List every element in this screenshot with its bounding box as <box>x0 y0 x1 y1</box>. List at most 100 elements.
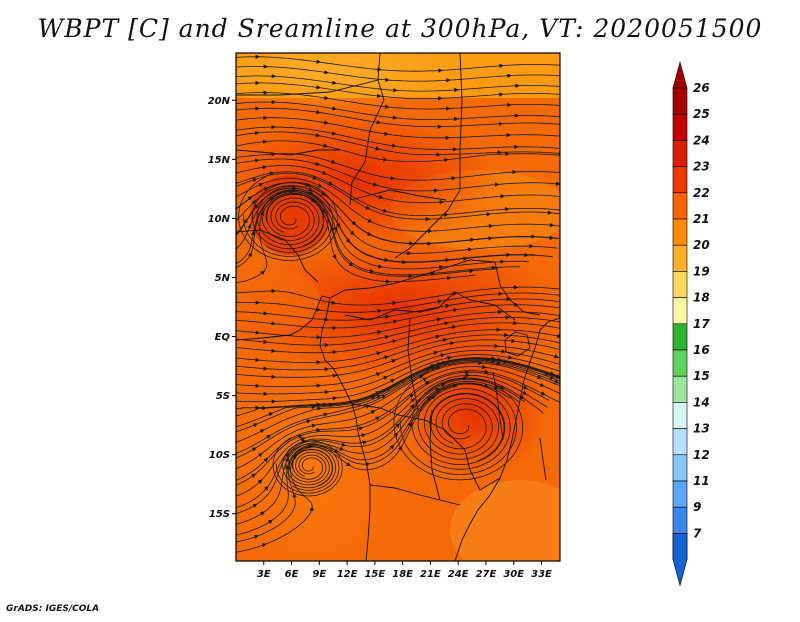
streamline-arrow <box>549 375 555 380</box>
streamline-arrow <box>407 251 412 256</box>
streamline-arrow <box>436 152 441 157</box>
streamline-arrow <box>506 132 512 138</box>
streamline-arrow <box>426 396 432 401</box>
streamline-arrow <box>478 360 483 366</box>
streamline-arrow <box>292 454 298 459</box>
streamline-arrow <box>554 379 560 384</box>
streamline-arrow <box>568 74 573 78</box>
streamline-arrow <box>361 433 367 438</box>
streamline-arrow <box>300 437 306 442</box>
streamline <box>236 311 560 338</box>
colorbar-segment <box>672 349 688 377</box>
streamline-arrow <box>383 376 389 380</box>
streamline <box>236 349 560 395</box>
lat-tick-label: 15S <box>209 509 230 520</box>
streamline-arrow <box>531 234 536 239</box>
streamline-arrow <box>390 176 396 181</box>
streamline-arrow <box>439 265 444 270</box>
streamline-arrow <box>514 302 519 307</box>
streamline-arrow <box>465 370 470 375</box>
lon-tick-label: 33E <box>531 569 552 580</box>
streamline <box>236 329 560 363</box>
colorbar-segment <box>672 297 688 325</box>
streamline <box>236 171 560 217</box>
streamline-arrow <box>263 457 269 463</box>
streamline-arrow <box>498 121 504 126</box>
streamline <box>236 172 560 220</box>
streamline-arrow <box>568 104 573 108</box>
streamline-arrow <box>540 391 546 396</box>
colorbar-segment <box>672 506 688 534</box>
streamline-arrow <box>324 367 330 372</box>
streamline-arrow <box>384 257 389 262</box>
streamline-arrow <box>555 181 560 186</box>
streamline <box>236 357 560 410</box>
colorbar-label: 25 <box>693 107 710 121</box>
streamline-arrow <box>427 241 433 246</box>
streamline-arrow <box>385 77 390 82</box>
streamline-arrow <box>556 333 560 339</box>
streamline <box>236 191 498 277</box>
streamline-arrow <box>369 268 375 274</box>
streamline-arrow <box>444 321 450 326</box>
chart-title: WBPT [C] and Sreamline at 300hPa, VT: 20… <box>37 14 763 43</box>
streamline-arrow <box>498 291 503 296</box>
streamline-arrow <box>255 80 261 86</box>
streamline-arrow <box>567 301 572 305</box>
streamline-arrow <box>306 419 312 424</box>
streamline-arrow <box>398 445 403 451</box>
streamline-arrow <box>339 446 345 451</box>
boundary-14 <box>369 484 461 506</box>
streamline <box>236 131 560 156</box>
vortex-spiral <box>292 449 333 487</box>
colorbar-segment <box>672 218 688 246</box>
streamline-arrow <box>376 120 382 125</box>
streamline-arrow <box>500 194 506 199</box>
streamline-arrow <box>367 218 373 223</box>
streamline-arrow <box>316 427 321 433</box>
lon-tick-label: 3E <box>257 569 271 580</box>
lon-tick-label: 21E <box>420 569 441 580</box>
lon-tick-label: 6E <box>285 569 299 580</box>
streamline-arrow <box>291 187 297 192</box>
streamline-arrow <box>481 364 487 370</box>
streamline-arrow <box>252 177 258 183</box>
streamline-arrow <box>434 388 440 393</box>
streamline-arrow <box>439 199 445 205</box>
streamline-arrow <box>260 511 265 516</box>
streamline-arrow <box>267 519 273 525</box>
streamline-arrow <box>336 222 341 228</box>
streamline-arrow <box>271 74 277 79</box>
streamline-arrow <box>562 195 567 199</box>
streamline-arrow <box>499 92 504 97</box>
colorbar-segment <box>672 166 688 194</box>
streamline-arrow <box>493 385 499 390</box>
streamline-arrow <box>507 73 512 78</box>
streamline <box>236 117 560 139</box>
vortex-layer <box>238 176 524 497</box>
colorbar: 26 25 24 23 22 21 20 19 18 17 16 15 14 13 12 11 9 7 <box>672 60 710 587</box>
streamline-arrow <box>568 135 573 139</box>
streamline-arrow <box>316 109 321 115</box>
colorbar-segment <box>672 375 688 403</box>
streamline-arrow <box>529 244 534 249</box>
streamline-arrow <box>507 355 513 360</box>
streamline-arrow <box>442 337 448 343</box>
colorbar-label: 23 <box>693 160 710 174</box>
streamline-arrow <box>544 371 550 376</box>
streamline <box>236 380 519 525</box>
streamline-arrow <box>332 106 337 111</box>
streamline-arrow <box>497 150 503 155</box>
streamline-arrow <box>264 485 269 491</box>
streamline-arrow <box>332 80 337 85</box>
colorbar-label: 24 <box>693 133 710 147</box>
lat-tick-label: 5N <box>215 273 231 284</box>
lon-tick-label: 12E <box>337 569 358 580</box>
streamline-arrow <box>444 157 449 163</box>
boundary-15 <box>429 409 441 501</box>
streamline-arrow <box>247 223 252 229</box>
streamline-arrow <box>444 212 449 217</box>
streamline-arrow <box>554 354 559 359</box>
streamline-arrow <box>453 147 458 152</box>
streamline-arrow <box>332 396 338 401</box>
